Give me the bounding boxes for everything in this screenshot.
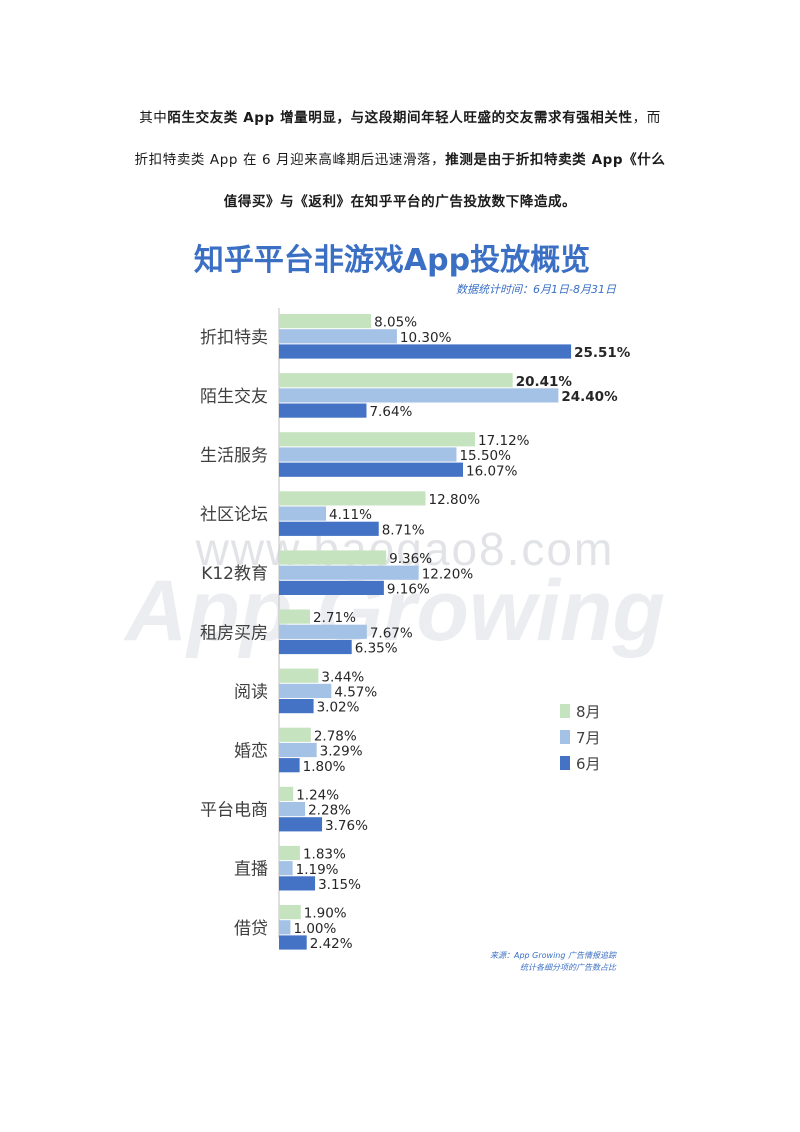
bar — [279, 699, 314, 714]
paragraph-bold-text: 推测是由于折扣特卖类 App《什么 — [445, 152, 666, 168]
bars-group: 折扣特卖 8.05%10.30% 25.51% 陌生交友 20.41%24.40% 7.6… — [200, 308, 631, 952]
data-label: 6.35% — [355, 641, 398, 657]
data-label: 8.05% — [374, 315, 417, 331]
paragraph-text: 折扣特卖类 App 在 6 月迎来高峰期后迅速滑落， — [134, 152, 446, 168]
category-label: 借贷 — [234, 919, 268, 939]
bar — [279, 329, 397, 344]
paragraph-text: ，而 — [632, 110, 661, 126]
data-label: 20.41% — [516, 374, 573, 390]
data-label: 7.64% — [369, 404, 412, 420]
bar — [279, 373, 513, 388]
bar — [279, 861, 293, 876]
bar — [279, 447, 457, 462]
bar — [279, 314, 372, 329]
data-label: 25.51% — [574, 345, 631, 361]
bar — [279, 802, 306, 817]
chart-title: 知乎平台非游戏App投放概览 — [194, 243, 590, 278]
paragraph-line-2: 折扣特卖类 App 在 6 月迎来高峰期后迅速滑落，推测是由于折扣特卖类 App… — [100, 150, 700, 170]
data-label: 1.19% — [296, 862, 339, 878]
category-label: 社区论坛 — [200, 505, 268, 525]
bar — [279, 624, 367, 639]
bar — [279, 935, 307, 950]
category-label: 租房买房 — [200, 623, 268, 643]
bar — [279, 609, 311, 624]
category-label: 折扣特卖 — [200, 328, 268, 348]
category-label: 婚恋 — [234, 741, 268, 762]
data-label: 8.71% — [382, 522, 425, 538]
bar — [279, 758, 300, 773]
bar — [279, 668, 319, 683]
category-label: 阅读 — [234, 682, 268, 702]
data-label: 24.40% — [561, 389, 618, 405]
bar — [279, 920, 291, 935]
data-label: 2.42% — [310, 936, 353, 952]
legend-label: 7月 — [576, 729, 601, 747]
data-label: 15.50% — [459, 448, 511, 464]
data-label: 7.67% — [370, 625, 413, 641]
bar — [279, 388, 559, 403]
data-label: 3.15% — [318, 877, 361, 893]
bar — [279, 550, 387, 565]
data-label: 4.11% — [329, 507, 372, 523]
bar — [279, 580, 384, 595]
data-label: 3.76% — [325, 818, 368, 834]
data-label: 9.16% — [387, 582, 430, 598]
data-label: 4.57% — [334, 685, 377, 701]
bar — [279, 727, 311, 742]
legend-swatch — [560, 730, 570, 744]
bar — [279, 462, 464, 477]
legend-swatch — [560, 756, 570, 770]
bar — [279, 344, 572, 359]
legend-label: 8月 — [576, 703, 601, 721]
category-label: K12教育 — [201, 564, 268, 584]
bar — [279, 565, 419, 580]
data-label: 3.02% — [317, 700, 360, 716]
legend: 8月 7月 6月 — [560, 703, 601, 773]
data-label: 12.80% — [429, 492, 481, 508]
category-label: 生活服务 — [200, 446, 268, 466]
paragraph-bold-text: 陌生交友类 App 增量明显，与这段期间年轻人旺盛的交友需求有强相关性 — [167, 110, 633, 126]
data-label: 3.44% — [321, 669, 364, 685]
bar — [279, 491, 426, 506]
legend-swatch — [560, 704, 570, 718]
category-label: 陌生交友 — [200, 387, 268, 407]
source-line-1: 来源：App Growing 广告情报追踪 — [490, 951, 617, 960]
bar — [279, 403, 367, 418]
bar — [279, 683, 332, 698]
data-label: 1.24% — [296, 788, 339, 804]
data-label: 12.20% — [422, 566, 474, 582]
data-label: 9.36% — [389, 551, 432, 567]
paragraph-line-3: 值得买》与《返利》在知乎平台的广告投放数下降造成。 — [100, 192, 700, 212]
bar — [279, 786, 294, 801]
bar — [279, 639, 352, 655]
bar — [279, 905, 301, 920]
data-label: 1.80% — [303, 759, 346, 775]
bar — [279, 506, 327, 521]
data-label: 1.90% — [304, 906, 347, 922]
data-label: 10.30% — [400, 330, 452, 346]
bar — [279, 432, 476, 447]
paragraph-line-1: 其中陌生交友类 App 增量明显，与这段期间年轻人旺盛的交友需求有强相关性，而 — [100, 108, 700, 128]
bar — [279, 845, 300, 861]
chart-subtitle: 数据统计时间：6月1日-8月31日 — [456, 283, 617, 296]
data-label: 2.71% — [313, 610, 356, 626]
data-label: 3.29% — [320, 744, 363, 760]
data-label: 2.28% — [308, 803, 351, 819]
category-label: 平台电商 — [200, 801, 268, 821]
category-label: 直播 — [234, 860, 268, 880]
data-label: 1.00% — [293, 921, 336, 937]
paragraph-bold-text: 值得买》与《返利》在知乎平台的广告投放数下降造成。 — [223, 194, 577, 210]
source-line-2: 统计各细分项的广告数占比 — [520, 963, 617, 972]
legend-label: 6月 — [576, 755, 601, 773]
bar — [279, 742, 317, 758]
bar — [279, 817, 323, 832]
data-label: 16.07% — [466, 463, 518, 479]
bar — [279, 521, 379, 536]
data-label: 17.12% — [478, 433, 530, 449]
data-label: 1.83% — [303, 847, 346, 863]
bar — [279, 876, 316, 891]
data-label: 2.78% — [314, 728, 357, 744]
paragraph-text: 其中 — [139, 110, 168, 126]
